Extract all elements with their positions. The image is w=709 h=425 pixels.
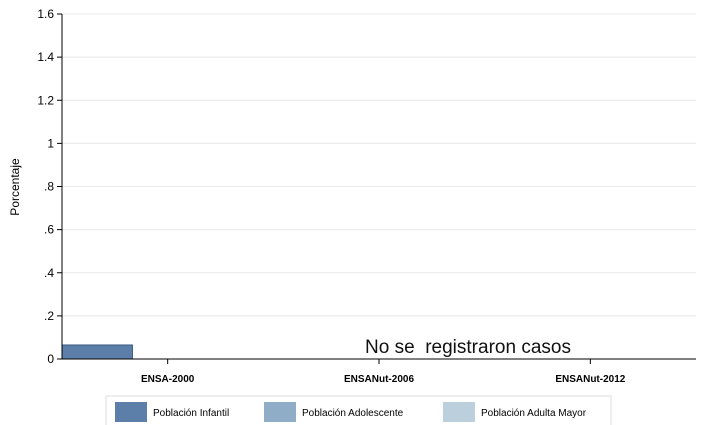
legend-swatch bbox=[115, 402, 147, 422]
legend-frame bbox=[105, 395, 612, 425]
y-tick-label: 0 bbox=[47, 352, 54, 366]
legend-label: Población Adulta Mayor bbox=[481, 408, 587, 419]
legend: Población Infantil Población Adolescente P… bbox=[105, 395, 612, 425]
y-tick-label: 1.6 bbox=[37, 7, 54, 21]
legend-swatch bbox=[443, 402, 475, 422]
legend-label: Población Infantil bbox=[153, 408, 229, 419]
bar bbox=[61, 344, 133, 360]
y-axis-label: Porcentaje bbox=[8, 158, 22, 216]
bars bbox=[61, 344, 133, 360]
legend-label: Población Adolescente bbox=[302, 408, 404, 419]
x-tick-label: ENSANut-2012 bbox=[555, 374, 625, 385]
annotation-no-cases: No se registraron casos bbox=[365, 337, 571, 358]
y-tick-label: .4 bbox=[44, 266, 54, 280]
gridlines bbox=[62, 13, 696, 317]
y-tick-label: .8 bbox=[44, 180, 54, 194]
y-tick-label: .2 bbox=[44, 309, 54, 323]
x-tick-label: ENSANut-2006 bbox=[344, 374, 414, 385]
x-tick-label: ENSA-2000 bbox=[141, 374, 195, 385]
legend-swatch bbox=[264, 402, 296, 422]
y-tick-label: 1 bbox=[47, 136, 54, 150]
y-tick-label: .6 bbox=[44, 223, 54, 237]
y-axis-ticks: 0 .2 .4 .6 .8 1 1.2 1.4 1.6 bbox=[37, 7, 62, 366]
y-tick-label: 1.2 bbox=[37, 93, 54, 107]
y-tick-label: 1.4 bbox=[37, 50, 54, 64]
x-axis-ticks: ENSA-2000 ENSANut-2006 ENSANut-2012 bbox=[141, 359, 626, 385]
